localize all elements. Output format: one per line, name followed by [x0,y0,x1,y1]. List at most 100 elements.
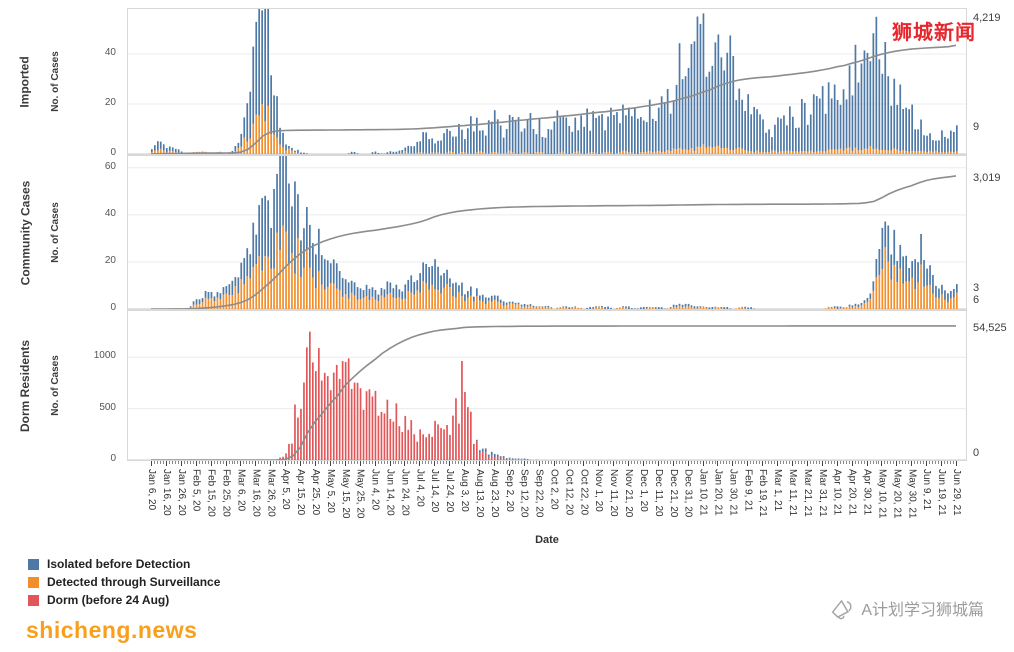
micro-tick [520,461,522,464]
x-tick-label: Feb 5, 20 [190,469,202,512]
micro-tick [288,461,290,464]
micro-tick [356,461,358,464]
watermark-shicheng-logo: 狮城新闻 [892,22,976,44]
y-axis-title-column: No. of Cases [42,310,68,461]
micro-tick [714,461,716,464]
x-axis-tick [151,461,152,466]
micro-tick [368,461,370,464]
micro-tick [595,461,597,464]
micro-tick [580,461,582,464]
x-axis-tick [911,461,913,466]
micro-tick [622,461,624,464]
series-bars-0 [151,104,958,154]
x-axis-tick [598,461,600,466]
plot-area-community [127,155,967,310]
micro-tick [631,461,633,464]
legend-item[interactable]: Isolated before Detection [28,557,220,571]
x-tick-label: Mar 21, 21 [801,469,813,517]
micro-tick [616,461,618,464]
micro-tick [386,461,388,464]
micro-tick [887,461,889,464]
micro-tick [499,461,501,464]
micro-tick [487,461,489,464]
x-axis-tick [687,461,689,466]
x-tick-label: May 10, 21 [876,469,888,519]
x-axis-tick [523,461,525,466]
cumulative-line [151,175,957,309]
micro-tick [380,461,382,464]
x-axis-tick [762,461,764,466]
micro-tick [526,461,528,464]
micro-tick [473,461,474,464]
micro-tick [317,461,319,464]
y-axis-title-column: No. of Cases [42,155,68,310]
micro-tick [425,461,427,464]
micro-tick [574,461,576,464]
micro-tick [809,461,811,464]
micro-tick [353,461,355,464]
micro-tick [818,461,820,464]
micro-tick [908,461,910,464]
micro-tick [705,461,707,464]
x-axis-tick [836,461,838,466]
micro-tick [341,461,343,464]
micro-tick [899,461,901,464]
micro-tick [320,461,322,464]
legend-label: Isolated before Detection [47,557,191,571]
micro-tick [303,461,305,464]
legend: Isolated before Detection Detected throug… [28,557,220,611]
micro-tick [902,461,904,464]
series-bars-0 [273,331,538,460]
y-axis-title: No. of Cases [49,202,61,263]
micro-tick [690,461,692,464]
x-tick-label: Aug 23, 20 [488,469,500,518]
legend-item[interactable]: Detected through Surveillance [28,575,220,589]
micro-tick [550,461,552,464]
micro-tick [953,461,955,464]
micro-tick [401,461,403,464]
dorm-bars-chart [128,325,966,460]
x-tick-label: Jun 29, 21 [951,469,962,516]
x-axis-tick [255,461,257,466]
micro-tick [604,461,606,464]
x-tick-label: Mar 31, 21 [816,469,828,517]
x-axis-tick [821,461,823,466]
series-bars-1 [151,9,958,154]
micro-tick [893,461,895,464]
micro-tick [786,461,788,464]
x-tick-label: Mar 6, 20 [235,469,247,512]
megaphone-icon [831,599,852,620]
x-axis-tick [314,461,316,466]
x-tick-label: May 5, 20 [324,469,336,513]
micro-tick [204,461,206,464]
micro-tick [174,461,176,464]
micro-tick [481,461,483,464]
x-tick-label: Mar 11, 21 [787,469,799,517]
micro-tick [729,461,731,464]
micro-tick [201,461,203,464]
micro-tick [249,461,251,464]
x-axis-tick [896,461,898,466]
micro-tick [237,461,239,464]
micro-tick [547,461,549,464]
x-tick-label: Apr 25, 20 [309,469,321,516]
end-label: 6 [973,294,980,307]
x-tick-label: Apr 5, 20 [280,469,292,510]
micro-tick [532,461,534,464]
micro-tick [258,461,260,464]
x-tick-label: Jan 20, 21 [712,469,724,516]
micro-tick [923,461,925,464]
micro-tick [458,461,460,464]
micro-tick [496,461,498,464]
micro-tick [505,461,507,464]
micro-tick [738,461,740,464]
micro-tick [741,461,743,464]
y-axis-title: No. of Cases [49,355,61,416]
micro-tick [800,461,802,464]
micro-tick [875,461,877,464]
micro-tick [780,461,782,464]
legend-item[interactable]: Dorm (before 24 Aug) [28,593,220,607]
x-tick-label: Jan 16, 20 [160,469,172,516]
micro-tick [884,461,886,464]
micro-tick [827,461,829,464]
